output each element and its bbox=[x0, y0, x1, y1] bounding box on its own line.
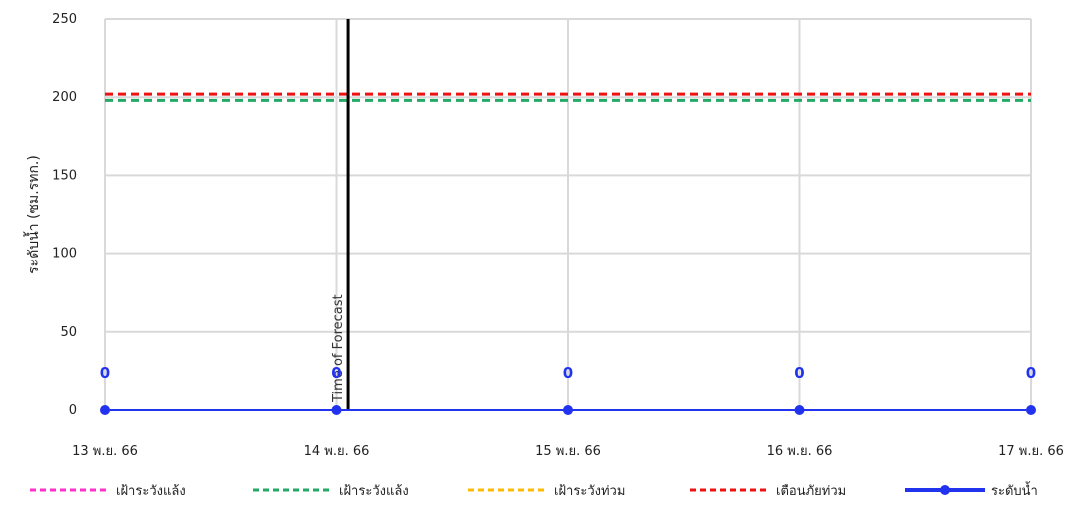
data-label: 0 bbox=[563, 364, 573, 382]
y-tick-label: 150 bbox=[52, 168, 77, 183]
y-tick-label: 50 bbox=[60, 325, 77, 340]
y-tick-label: 250 bbox=[52, 12, 77, 27]
series-point bbox=[563, 405, 573, 415]
y-tick-label: 100 bbox=[52, 247, 77, 262]
data-label: 0 bbox=[100, 364, 110, 382]
data-label: 0 bbox=[331, 364, 341, 382]
x-tick-label: 17 พ.ย. 66 bbox=[998, 444, 1064, 459]
legend-label: เฝ้าระวังแล้ง bbox=[116, 484, 186, 499]
y-tick-label: 200 bbox=[52, 90, 77, 105]
y-tick-label: 0 bbox=[69, 403, 77, 418]
legend-label: เฝ้าระวังแล้ง bbox=[339, 484, 409, 499]
y-axis-title: ระดับน้ำ (ซม.รทก.) bbox=[23, 155, 42, 274]
data-label: 0 bbox=[1026, 364, 1036, 382]
legend-label: เฝ้าระวังท่วม bbox=[554, 484, 625, 499]
x-tick-label: 13 พ.ย. 66 bbox=[72, 444, 138, 459]
forecast-time-label: Time of Forecast bbox=[331, 294, 346, 403]
series-point bbox=[794, 405, 805, 415]
series-point bbox=[331, 405, 342, 415]
data-label: 0 bbox=[794, 364, 804, 382]
legend-label: ระดับน้ำ bbox=[991, 481, 1038, 499]
legend-marker bbox=[940, 485, 950, 495]
x-tick-label: 14 พ.ย. 66 bbox=[304, 444, 370, 459]
series-point bbox=[100, 405, 110, 415]
x-tick-label: 15 พ.ย. 66 bbox=[535, 444, 601, 459]
x-tick-label: 16 พ.ย. 66 bbox=[767, 444, 833, 459]
series-point bbox=[1026, 405, 1036, 415]
legend-label: เตือนภัยท่วม bbox=[776, 483, 846, 499]
